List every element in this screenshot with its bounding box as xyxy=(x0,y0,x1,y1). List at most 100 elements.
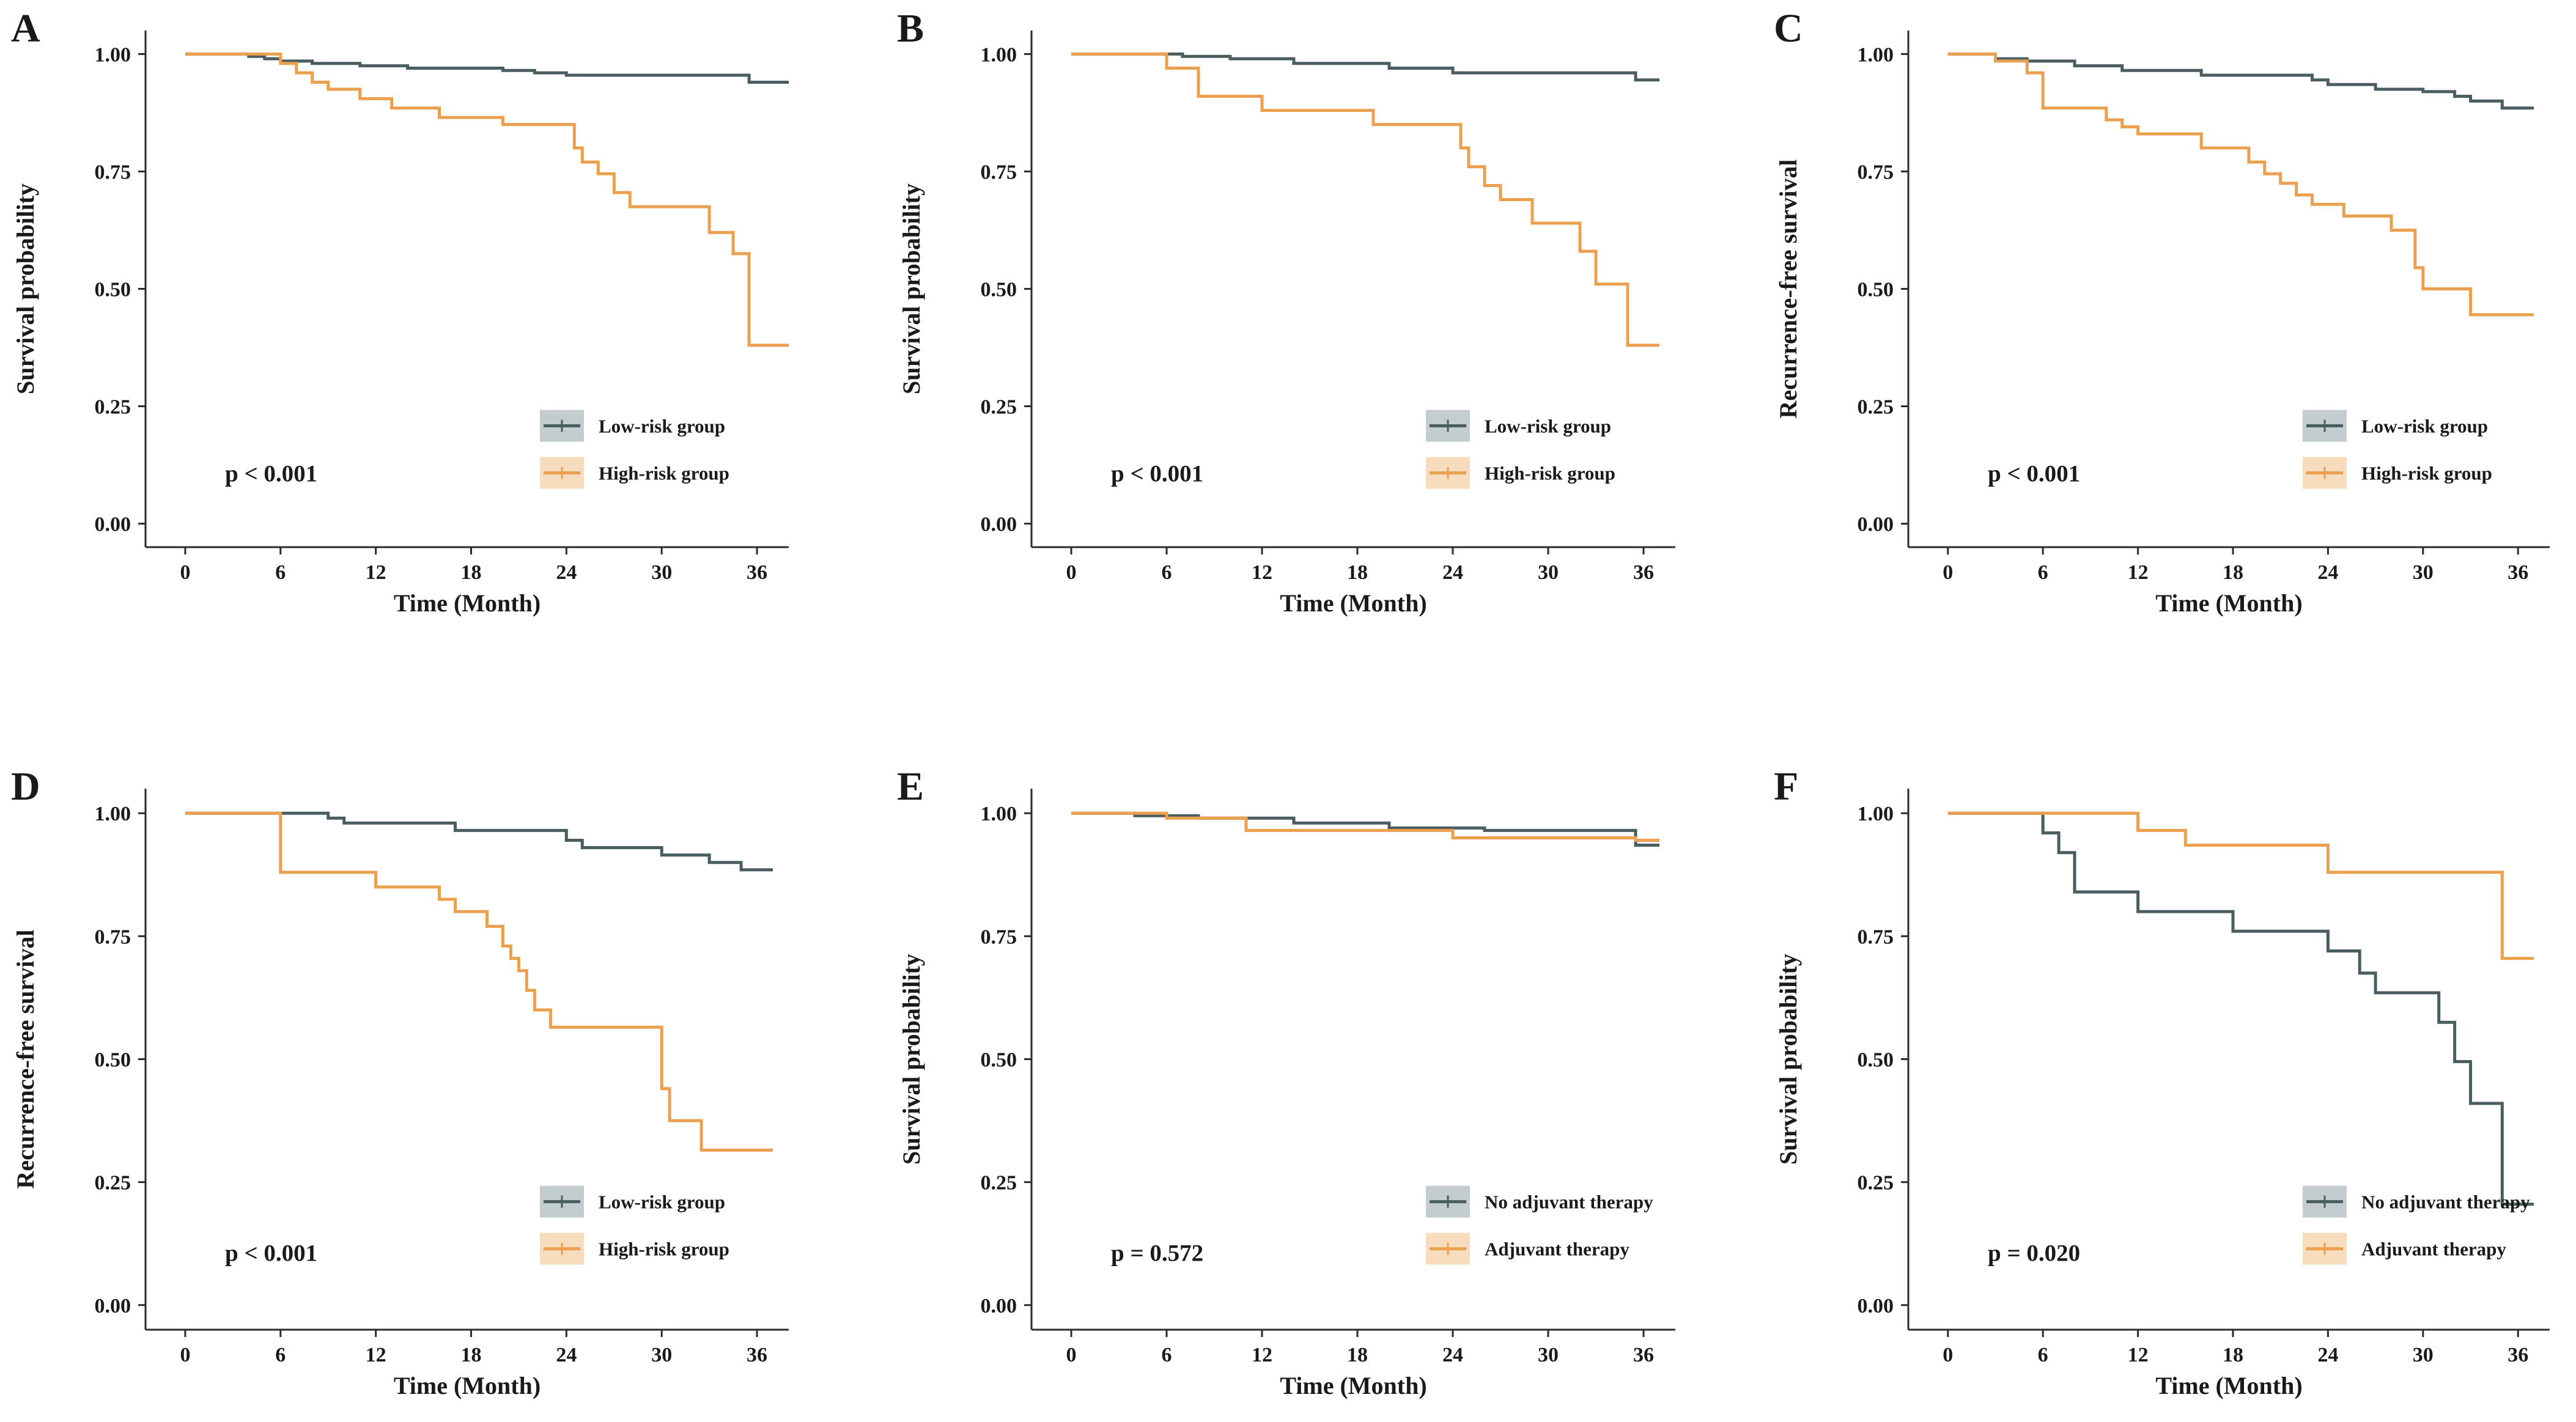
y-tick-label: 0.75 xyxy=(981,161,1017,183)
y-tick-label: 0.00 xyxy=(981,514,1017,536)
y-tick-label: 1.00 xyxy=(1858,803,1894,825)
km-curve-low xyxy=(185,811,773,872)
y-tick-label: 0.75 xyxy=(95,926,131,948)
x-tick-label: 24 xyxy=(2317,561,2338,584)
y-tick-label: 0.50 xyxy=(981,279,1017,301)
x-tick-label: 0 xyxy=(1943,1344,1953,1366)
km-curve-low xyxy=(1947,811,2534,1206)
x-tick-label: 18 xyxy=(1347,561,1368,584)
km-curve-high xyxy=(1071,811,1659,842)
legend-label: No adjuvant therapy xyxy=(1485,1192,1653,1213)
legend-label: No adjuvant therapy xyxy=(2361,1192,2530,1213)
y-tick-label: 0.25 xyxy=(981,396,1017,419)
x-tick-label: 36 xyxy=(2508,1344,2528,1366)
panel-d: D 0.00 0.25 0.50 0.75 1.00 0 6 12 18 24 30 36 Time (M… xyxy=(11,764,789,1399)
y-tick-label: 0.50 xyxy=(1858,279,1894,301)
p-value: p < 0.001 xyxy=(225,460,317,487)
x-tick-label: 36 xyxy=(747,1344,767,1366)
km-curve-high xyxy=(1947,811,2534,960)
panel-label: A xyxy=(11,6,40,51)
x-tick-label: 6 xyxy=(2038,561,2048,584)
y-tick-label: 0.00 xyxy=(95,514,131,536)
x-tick-label: 30 xyxy=(1538,1344,1559,1366)
y-tick-label: 0.50 xyxy=(95,1049,131,1072)
x-tick-label: 36 xyxy=(2508,561,2528,584)
y-tick-label: 1.00 xyxy=(981,803,1017,825)
x-tick-label: 0 xyxy=(1943,561,1953,584)
panel-b: B 0.00 0.25 0.50 0.75 1.00 0 6 12 18 24 30 36 Time (M… xyxy=(897,6,1675,617)
x-tick-label: 24 xyxy=(1442,1344,1463,1366)
x-tick-label: 24 xyxy=(556,1344,577,1366)
legend-label: Low-risk group xyxy=(599,1192,725,1213)
km-curve-high xyxy=(185,52,789,347)
legend-label: High-risk group xyxy=(2361,463,2492,484)
x-tick-label: 0 xyxy=(180,1344,190,1366)
legend-label: High-risk group xyxy=(599,463,729,484)
y-tick-label: 0.25 xyxy=(981,1172,1017,1195)
x-tick-label: 30 xyxy=(2413,561,2434,584)
legend-label: Low-risk group xyxy=(1485,416,1611,437)
p-value: p < 0.001 xyxy=(1111,460,1203,487)
legend-label: Low-risk group xyxy=(2361,416,2488,437)
x-tick-label: 12 xyxy=(1252,1344,1272,1366)
y-axis-title: Survival probability xyxy=(12,183,39,394)
x-tick-label: 36 xyxy=(1633,1344,1654,1366)
y-tick-label: 1.00 xyxy=(1858,43,1894,66)
p-value: p < 0.001 xyxy=(225,1240,317,1266)
p-value: p = 0.572 xyxy=(1111,1240,1203,1266)
y-tick-label: 0.25 xyxy=(95,396,131,419)
legend-label: Low-risk group xyxy=(599,416,725,437)
x-axis-title: Time (Month) xyxy=(1280,589,1426,617)
x-tick-label: 12 xyxy=(366,1344,386,1366)
x-tick-label: 6 xyxy=(275,561,286,584)
panel-e: E 0.00 0.25 0.50 0.75 1.00 0 6 12 18 24 30 36 Time (M… xyxy=(897,764,1675,1399)
x-tick-label: 36 xyxy=(1633,561,1654,584)
y-tick-label: 0.25 xyxy=(1858,396,1894,419)
y-tick-label: 0.50 xyxy=(95,279,131,301)
x-tick-label: 12 xyxy=(1252,561,1272,584)
y-axis-title: Recurrence-free survival xyxy=(1774,160,1802,419)
y-tick-label: 0.50 xyxy=(1858,1049,1894,1072)
x-tick-label: 6 xyxy=(1162,561,1172,584)
x-axis-title: Time (Month) xyxy=(2155,1372,2302,1399)
y-axis-title: Recurrence-free survival xyxy=(12,930,39,1189)
x-tick-label: 30 xyxy=(651,1344,672,1366)
x-tick-label: 30 xyxy=(651,561,672,584)
km-curve-high xyxy=(185,811,773,1152)
legend-label: High-risk group xyxy=(1485,463,1615,484)
y-tick-label: 0.00 xyxy=(981,1295,1017,1317)
y-axis-title: Survival probability xyxy=(1774,954,1802,1165)
x-axis-title: Time (Month) xyxy=(2155,589,2302,617)
x-axis-title: Time (Month) xyxy=(394,1372,541,1399)
x-tick-label: 0 xyxy=(1066,561,1077,584)
panel-label: D xyxy=(11,764,40,809)
x-axis-title: Time (Month) xyxy=(394,589,541,617)
x-tick-label: 30 xyxy=(2413,1344,2434,1366)
p-value: p < 0.001 xyxy=(1988,460,2080,487)
y-tick-label: 0.00 xyxy=(1858,1295,1894,1317)
km-curve-low xyxy=(1947,52,2534,110)
x-tick-label: 24 xyxy=(2317,1344,2338,1366)
x-tick-label: 36 xyxy=(747,561,767,584)
panel-f: F 0.00 0.25 0.50 0.75 1.00 0 6 12 18 24 30 36 Time (M… xyxy=(1774,764,2550,1399)
y-tick-label: 0.75 xyxy=(95,161,131,183)
km-curve-low xyxy=(1071,811,1659,847)
panel-label: E xyxy=(897,764,924,809)
km-curve-high xyxy=(1071,52,1659,347)
y-tick-label: 0.50 xyxy=(981,1049,1017,1072)
p-value: p = 0.020 xyxy=(1988,1240,2080,1266)
x-tick-label: 18 xyxy=(2223,1344,2243,1366)
panel-a: A 0.00 0.25 0.50 0.75 1.00 0 6 12 18 24 30 36 Time (M… xyxy=(11,6,789,617)
x-tick-label: 12 xyxy=(2128,561,2149,584)
panel-label: F xyxy=(1774,764,1798,809)
km-curve-high xyxy=(1947,52,2534,317)
panel-label: B xyxy=(897,6,924,51)
x-tick-label: 30 xyxy=(1538,561,1559,584)
y-tick-label: 1.00 xyxy=(981,43,1017,66)
y-tick-label: 0.25 xyxy=(95,1172,131,1195)
x-tick-label: 24 xyxy=(556,561,577,584)
km-curve-low xyxy=(185,52,789,84)
x-axis-title: Time (Month) xyxy=(1280,1372,1426,1399)
y-axis-title: Survival probability xyxy=(898,183,925,394)
